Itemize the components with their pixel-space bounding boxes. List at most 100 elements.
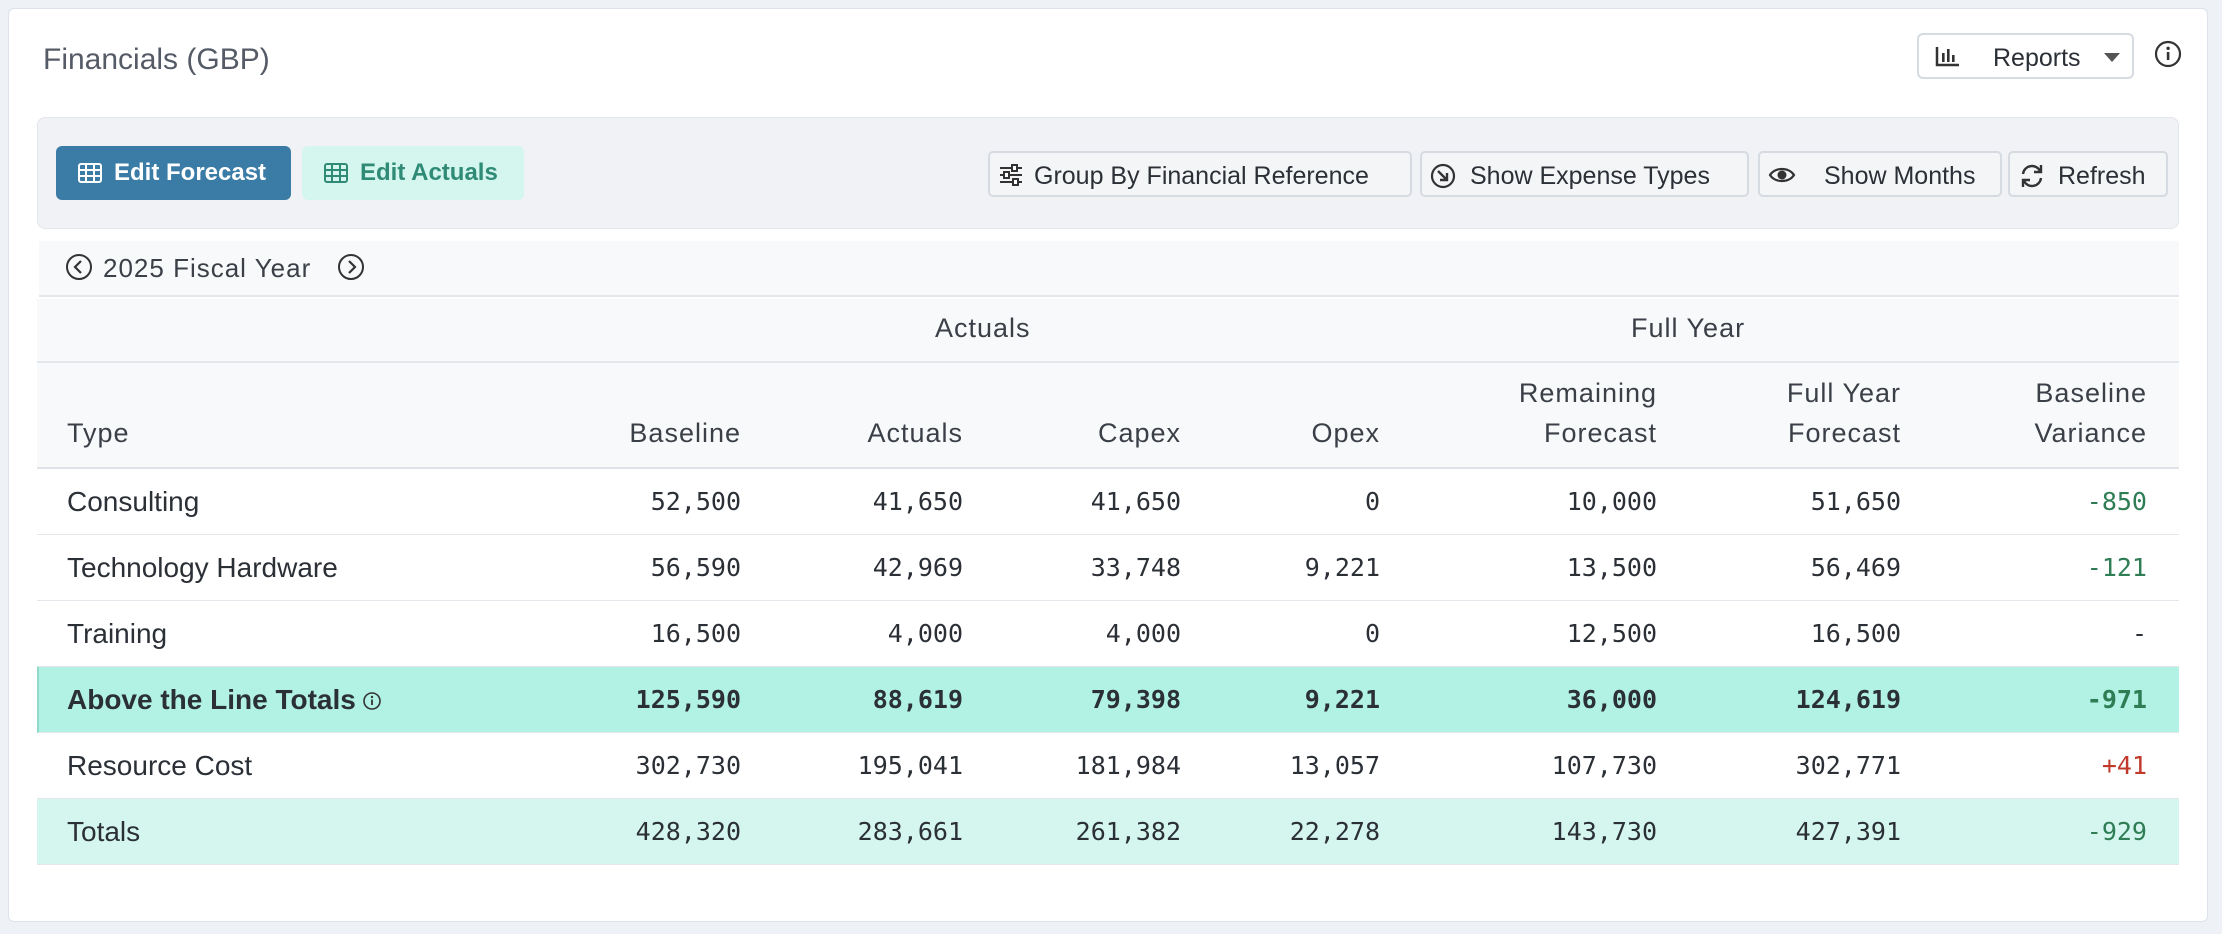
table-row-technology-hardware: Technology Hardware 56,590 42,969 33,748… (37, 535, 2179, 601)
col-baseline-label: Baseline (629, 418, 741, 448)
table-icon (324, 162, 348, 190)
fiscal-year-label: 2025 Fiscal Year (103, 253, 312, 283)
cell-actuals: 195,041 (857, 751, 963, 780)
chevron-down-icon (2104, 53, 2120, 62)
col-actuals[interactable]: Actuals (867, 413, 963, 453)
previous-year-icon[interactable] (65, 253, 93, 286)
col-baseline-variance[interactable]: Baseline Variance (2034, 373, 2147, 453)
col-remaining-line2: Forecast (1543, 418, 1657, 448)
cell-remaining: 10,000 (1566, 487, 1657, 516)
group-by-button[interactable]: Group By Financial Reference (988, 151, 1412, 197)
cell-variance: - (2131, 619, 2147, 648)
table-row-consulting: Consulting 52,500 41,650 41,650 0 10,000… (37, 469, 2179, 535)
info-icon[interactable] (2153, 39, 2183, 74)
col-baseline[interactable]: Baseline (629, 413, 741, 453)
cell-capex: 33,748 (1090, 553, 1181, 582)
col-capex-label: Capex (1097, 418, 1181, 448)
col-capex[interactable]: Capex (1098, 413, 1181, 453)
cell-remaining: 12,500 (1566, 619, 1657, 648)
show-expense-types-button[interactable]: Show Expense Types (1420, 151, 1749, 197)
toolbar: Edit Forecast Edit Actuals Group By Fina… (37, 117, 2179, 229)
reports-label: Reports (1993, 44, 2081, 72)
table-row-totals: Totals 428,320 283,661 261,382 22,278 14… (37, 799, 2179, 865)
cell-opex: 22,278 (1289, 817, 1380, 846)
info-icon[interactable] (362, 686, 382, 718)
cell-variance: -121 (2086, 553, 2147, 582)
col-bv-line1: Baseline (2035, 378, 2147, 408)
edit-forecast-button[interactable]: Edit Forecast (56, 146, 291, 200)
cell-baseline: 125,590 (635, 685, 741, 714)
cell-variance: -850 (2086, 487, 2147, 516)
col-opex[interactable]: Opex (1311, 413, 1380, 453)
col-actuals-label: Actuals (867, 418, 963, 448)
cell-actuals: 283,661 (857, 817, 963, 846)
show-months-button[interactable]: Show Months (1758, 151, 2002, 197)
table-row-above-line-totals: Above the Line Totals 125,590 88,619 79,… (37, 667, 2179, 733)
refresh-icon (2018, 163, 2046, 196)
cell-fyf: 124,619 (1795, 685, 1901, 714)
cell-type: Resource Cost (67, 750, 253, 781)
cell-capex: 261,382 (1075, 817, 1181, 846)
cell-fyf: 427,391 (1795, 817, 1901, 846)
cell-type: Totals (67, 816, 141, 847)
financials-card: Financials (GBP) Reports Edit Forecast E… (8, 8, 2208, 922)
col-remaining-line1: Remaining (1518, 378, 1657, 408)
cell-baseline: 56,590 (650, 553, 741, 582)
cell-remaining: 143,730 (1551, 817, 1657, 846)
cell-baseline: 52,500 (650, 487, 741, 516)
cell-opex: 0 (1364, 487, 1380, 516)
eye-icon (1768, 163, 1796, 194)
arrow-circle-icon (1430, 163, 1456, 196)
cell-variance: -971 (2086, 685, 2147, 714)
show-expense-types-label: Show Expense Types (1470, 162, 1710, 190)
show-months-label: Show Months (1824, 162, 1976, 190)
cell-opex: 0 (1364, 619, 1380, 648)
page-title: Financials (GBP) (43, 43, 270, 76)
cell-actuals: 88,619 (872, 685, 963, 714)
group-by-label: Group By Financial Reference (1034, 162, 1369, 190)
cell-baseline: 302,730 (635, 751, 741, 780)
col-fyf-line2: Forecast (1787, 418, 1901, 448)
cell-remaining: 36,000 (1566, 685, 1657, 714)
table-row-resource-cost: Resource Cost 302,730 195,041 181,984 13… (37, 733, 2179, 799)
cell-remaining: 13,500 (1566, 553, 1657, 582)
reports-dropdown[interactable]: Reports (1917, 33, 2134, 79)
cell-fyf: 302,771 (1795, 751, 1901, 780)
col-bv-line2: Variance (2034, 418, 2147, 448)
cell-type: Technology Hardware (67, 552, 338, 583)
cell-variance: +41 (2101, 751, 2147, 780)
edit-actuals-button[interactable]: Edit Actuals (302, 146, 524, 200)
group-full-year: Full Year (1631, 313, 1746, 343)
group-header-row: Actuals Full Year (37, 299, 2179, 363)
cell-capex: 181,984 (1075, 751, 1181, 780)
col-type-label: Type (67, 418, 130, 448)
col-full-year-forecast[interactable]: Full Year Forecast (1787, 373, 1901, 453)
cell-capex: 79,398 (1090, 685, 1181, 714)
cell-actuals: 42,969 (872, 553, 963, 582)
cell-type: Training (67, 618, 168, 649)
refresh-button[interactable]: Refresh (2008, 151, 2168, 197)
table-icon (78, 162, 102, 190)
cell-baseline: 16,500 (650, 619, 741, 648)
cell-actuals: 41,650 (872, 487, 963, 516)
bar-chart-icon (1935, 45, 1961, 74)
cell-opex: 13,057 (1289, 751, 1380, 780)
col-remaining-forecast[interactable]: Remaining Forecast (1519, 373, 1657, 453)
table-row-training: Training 16,500 4,000 4,000 0 12,500 16,… (37, 601, 2179, 667)
cell-fyf: 51,650 (1810, 487, 1901, 516)
col-type[interactable]: Type (67, 413, 130, 453)
cell-fyf: 56,469 (1810, 553, 1901, 582)
column-header-row: Type Baseline Actuals Capex Opex Remaini… (37, 363, 2179, 469)
cell-opex: 9,221 (1304, 553, 1380, 582)
cell-type: Above the Line Totals (67, 684, 382, 718)
group-actuals: Actuals (935, 313, 1031, 343)
refresh-label: Refresh (2058, 162, 2146, 190)
cell-actuals: 4,000 (887, 619, 963, 648)
sliders-icon (998, 163, 1024, 194)
col-opex-label: Opex (1311, 418, 1380, 448)
next-year-icon[interactable] (337, 253, 365, 286)
edit-forecast-label: Edit Forecast (114, 159, 267, 186)
cell-variance: -929 (2086, 817, 2147, 846)
cell-opex: 9,221 (1304, 685, 1380, 714)
edit-actuals-label: Edit Actuals (360, 159, 498, 186)
